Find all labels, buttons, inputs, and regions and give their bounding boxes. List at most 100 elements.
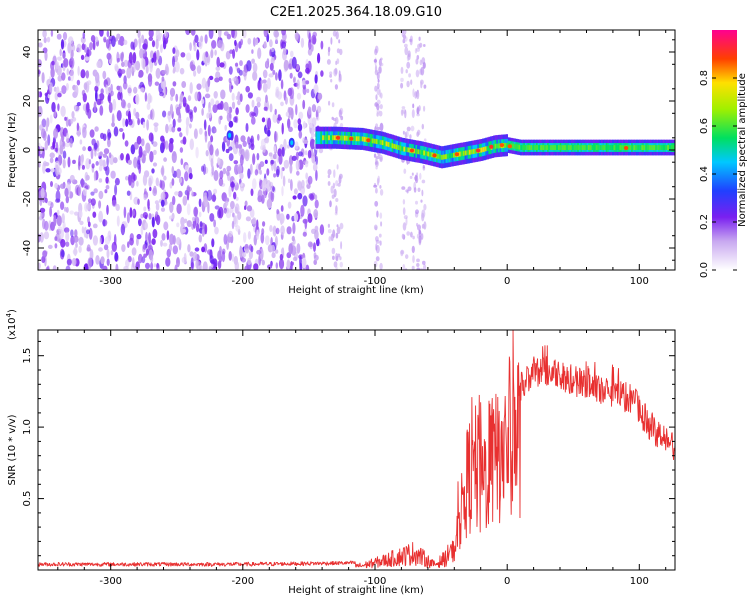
ridge-core	[480, 147, 483, 153]
noise-blob	[56, 209, 60, 216]
noise-blob	[188, 109, 194, 115]
noise-streak	[400, 66, 404, 74]
ridge-core	[401, 146, 404, 152]
noise-blob	[122, 118, 126, 128]
noise-blob	[195, 223, 200, 233]
noise-blob	[68, 36, 74, 45]
noise-blob	[100, 132, 105, 140]
ridge-core	[532, 145, 535, 150]
noise-blob	[187, 244, 191, 253]
noise-blob	[233, 255, 238, 266]
noise-streak	[406, 189, 409, 194]
noise-blob	[91, 163, 95, 169]
ridge-hotspot	[475, 148, 481, 153]
noise-blob	[110, 170, 116, 179]
noise-blob	[247, 168, 251, 179]
noise-blob	[157, 32, 163, 38]
noise-streak	[331, 247, 336, 255]
noise-blob	[223, 234, 228, 245]
noise-blob	[239, 60, 243, 67]
noise-blob	[289, 87, 295, 100]
noise-blob	[263, 30, 268, 38]
ridge-hotspot	[507, 144, 512, 149]
noise-blob	[249, 138, 253, 144]
ridge-core	[512, 143, 515, 149]
noise-blob	[44, 50, 48, 61]
noise-blob	[172, 56, 175, 68]
noise-blob	[282, 175, 286, 187]
noise-blob	[243, 232, 247, 243]
noise-blob	[131, 247, 137, 256]
noise-blob	[54, 243, 58, 249]
noise-blob	[307, 213, 313, 224]
noise-blob	[47, 134, 51, 146]
noise-blob	[206, 189, 213, 201]
noise-blob	[303, 160, 309, 165]
x-tick-label: -100	[364, 276, 387, 287]
noise-blob	[302, 195, 308, 207]
noise-blob	[108, 86, 111, 93]
noise-blob	[301, 179, 305, 189]
noise-blob	[218, 177, 224, 187]
noise-blob	[171, 151, 177, 163]
noise-blob	[198, 211, 202, 218]
ridge-core	[605, 145, 608, 150]
ridge-core	[431, 152, 433, 158]
noise-blob	[320, 70, 324, 77]
noise-blob	[186, 52, 192, 61]
noise-blob	[223, 31, 229, 36]
figure-title: C2E1.2025.364.18.09.G10	[270, 5, 442, 20]
noise-blob	[103, 244, 109, 251]
noise-blob	[298, 151, 303, 157]
noise-streak	[409, 38, 413, 46]
ridge-core	[647, 145, 649, 150]
ridge-core	[353, 136, 356, 142]
ridge-core	[556, 145, 558, 150]
noise-blob	[106, 52, 112, 60]
noise-blob	[245, 216, 251, 222]
noise-blob	[140, 87, 145, 93]
noise-blob	[256, 228, 259, 240]
ridge-core	[405, 147, 408, 152]
noise-blob	[269, 49, 272, 57]
noise-blob	[120, 52, 124, 62]
noise-blob	[85, 184, 90, 190]
noise-blob	[218, 76, 223, 82]
noise-blob	[223, 101, 229, 111]
noise-blob	[252, 153, 256, 166]
noise-streak	[332, 255, 335, 260]
noise-streak	[373, 59, 377, 63]
noise-blob	[162, 138, 166, 150]
noise-streak	[410, 125, 415, 132]
noise-blob	[147, 73, 153, 83]
noise-blob	[58, 229, 64, 240]
noise-blob	[65, 195, 70, 204]
noise-blob	[252, 178, 257, 190]
noise-streak	[401, 186, 406, 190]
ridge-core	[639, 145, 642, 150]
noise-blob	[171, 178, 175, 186]
noise-blob	[256, 219, 259, 230]
noise-blob	[53, 214, 57, 227]
noise-blob	[72, 159, 76, 164]
noise-blob	[288, 126, 293, 133]
ridge-core	[387, 142, 390, 147]
snr-x-label: Height of straight line (km)	[288, 585, 424, 596]
noise-blob	[186, 220, 192, 228]
noise-blob	[175, 93, 179, 102]
noise-streak	[411, 109, 415, 119]
noise-streak	[378, 66, 382, 74]
noise-blob	[86, 49, 92, 57]
noise-blob	[71, 111, 75, 119]
snr-multiplier: (x104)	[5, 309, 18, 340]
noise-blob	[297, 181, 303, 191]
noise-blob	[262, 221, 266, 227]
noise-blob	[41, 128, 46, 139]
noise-blob	[185, 124, 189, 136]
noise-blob	[151, 57, 155, 63]
noise-streak	[376, 155, 380, 160]
noise-blob	[182, 136, 187, 145]
noise-streak	[402, 38, 406, 44]
noise-blob	[315, 169, 318, 181]
noise-blob	[228, 66, 233, 75]
